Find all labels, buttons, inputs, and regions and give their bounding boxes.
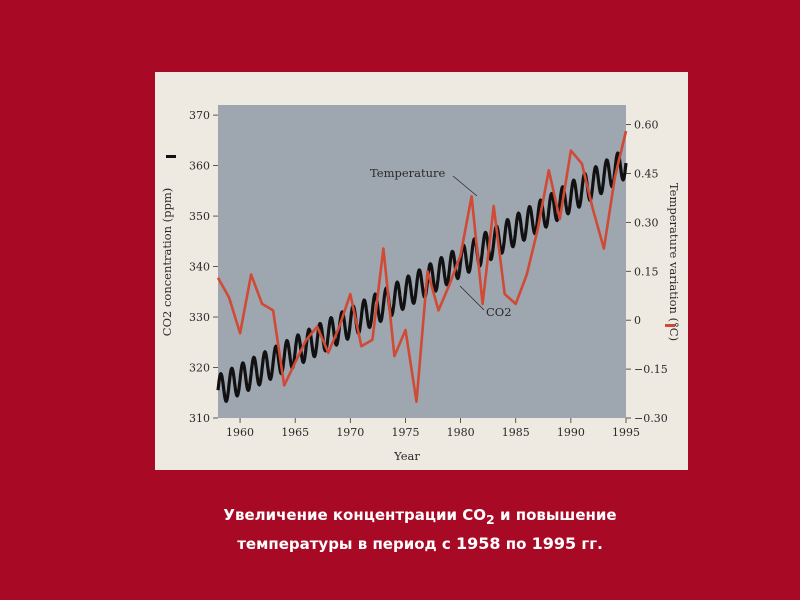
y-right-tick-label: 0 (634, 314, 641, 327)
y-right-axis-label: Temperature variation (°C) (667, 183, 681, 341)
co2-annotation-leader (459, 285, 485, 311)
y-left-tick-label: 350 (189, 210, 210, 223)
x-tick-label: 1975 (391, 426, 419, 439)
y-left-axis-label: CO2 concentration (ppm) (160, 188, 174, 336)
caption-year-start: 1958 (455, 534, 501, 553)
caption-text-1: Увеличение концентрации СО (223, 506, 487, 524)
caption-text-2: и повышение (494, 506, 617, 524)
y-left-tick-label: 310 (189, 412, 210, 425)
caption-text-5: гг. (576, 535, 603, 553)
slide-caption: Увеличение концентрации СО2 и повышение … (150, 503, 690, 556)
x-tick-label: 1965 (281, 426, 309, 439)
x-tick-label: 1960 (226, 426, 254, 439)
temperature-annotation: Temperature (370, 166, 446, 180)
caption-line-1: Увеличение концентрации СО2 и повышение (150, 503, 690, 532)
caption-text-3: температуры в период с (237, 535, 456, 553)
co2-temperature-chart: 1960 1965 1970 1975 1980 1985 1990 1995 310 320 3… (160, 105, 681, 463)
y-right-tick-label: 0.15 (634, 265, 659, 278)
caption-subscript: 2 (486, 512, 495, 527)
y-left-tick-label: 320 (189, 362, 210, 375)
y-right-tick-label: 0.60 (634, 119, 659, 132)
co2-legend-swatch (166, 155, 176, 158)
caption-text-4: по (500, 535, 532, 553)
caption-line-2: температуры в период с 1958 по 1995 гг. (150, 532, 690, 556)
x-tick-label: 1970 (336, 426, 364, 439)
chart-photo: 1960 1965 1970 1975 1980 1985 1990 1995 310 320 3… (155, 72, 688, 470)
co2-annotation: CO2 (486, 305, 512, 319)
x-tick-label: 1990 (557, 426, 585, 439)
temperature-annotation-leader (452, 175, 478, 197)
plot-area (218, 105, 626, 418)
y-right-tick-label: 0.45 (634, 167, 659, 180)
x-axis-label: Year (393, 449, 420, 463)
y-right-tick-label: 0.30 (634, 216, 659, 229)
co2-series-line (216, 151, 628, 403)
x-tick-label: 1995 (612, 426, 640, 439)
y-left-tick-label: 360 (189, 160, 210, 173)
temperature-legend-swatch (665, 324, 675, 327)
caption-year-end: 1995 (531, 534, 577, 553)
y-left-tick-label: 370 (189, 109, 210, 122)
y-left-tick-label: 340 (189, 261, 210, 274)
y-right-tick-label: −0.30 (634, 412, 668, 425)
x-tick-label: 1985 (502, 426, 530, 439)
y-right-tick-label: −0.15 (634, 363, 668, 376)
x-tick-label: 1980 (447, 426, 475, 439)
y-left-tick-label: 330 (189, 311, 210, 324)
temperature-series-line (216, 130, 628, 404)
